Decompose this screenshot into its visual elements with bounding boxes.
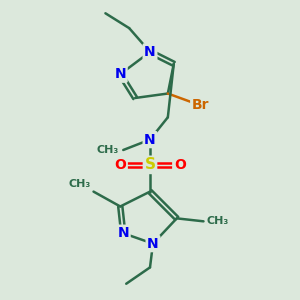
Text: Br: Br (192, 98, 209, 112)
Text: S: S (145, 158, 155, 172)
Text: N: N (115, 67, 126, 81)
Text: N: N (117, 226, 129, 240)
Text: CH₃: CH₃ (206, 216, 229, 226)
Text: O: O (174, 158, 186, 172)
Text: N: N (144, 45, 156, 59)
Text: N: N (144, 133, 156, 147)
Text: CH₃: CH₃ (68, 178, 91, 189)
Text: O: O (114, 158, 126, 172)
Text: CH₃: CH₃ (97, 145, 119, 155)
Text: N: N (147, 237, 159, 250)
